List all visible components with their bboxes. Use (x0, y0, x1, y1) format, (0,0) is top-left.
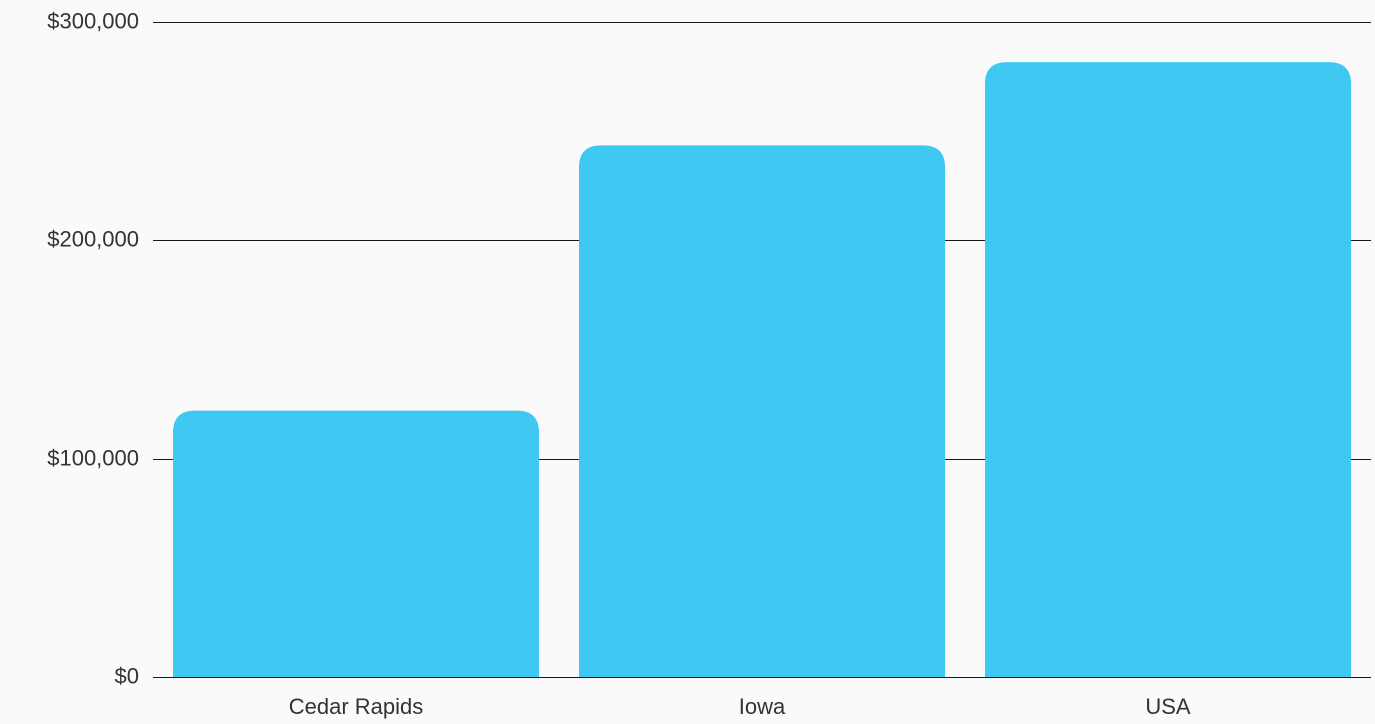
bar-iowa[interactable] (579, 145, 945, 677)
bar-usa[interactable] (985, 62, 1351, 677)
bar-cedar-rapids[interactable] (173, 410, 539, 677)
y-tick-label-1: $100,000 (47, 445, 139, 470)
y-axis-tick-labels: $0 $100,000 $200,000 $300,000 (47, 8, 139, 688)
x-tick-label-0: Cedar Rapids (289, 694, 424, 719)
x-tick-label-1: Iowa (739, 694, 786, 719)
x-tick-label-2: USA (1145, 694, 1191, 719)
x-axis-tick-labels: Cedar Rapids Iowa USA (289, 694, 1191, 719)
y-tick-label-3: $300,000 (47, 8, 139, 33)
y-tick-label-2: $200,000 (47, 226, 139, 251)
y-tick-label-0: $0 (115, 663, 139, 688)
bars (173, 62, 1351, 677)
